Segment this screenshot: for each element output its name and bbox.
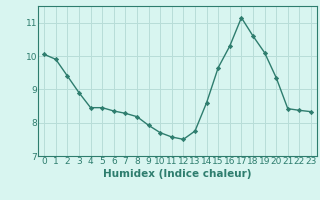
X-axis label: Humidex (Indice chaleur): Humidex (Indice chaleur): [103, 169, 252, 179]
